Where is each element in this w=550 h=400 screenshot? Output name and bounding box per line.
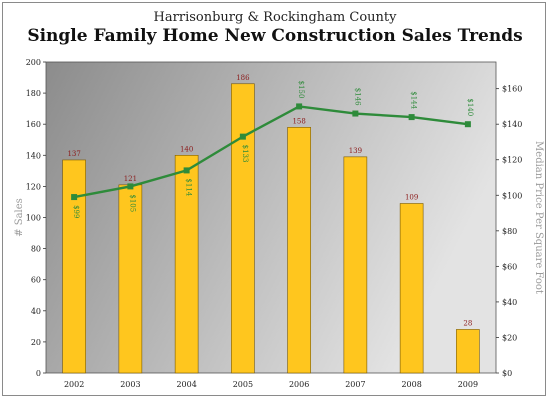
y-tick-label-left: 0 [36,369,41,378]
x-tick-label: 2009 [458,380,478,389]
y-tick-label-left: 80 [31,245,41,254]
line-data-label: $114 [185,178,193,196]
y-tick-label-right: $20 [502,333,517,342]
y-tick-label-left: 140 [26,151,41,160]
x-tick-label: 2008 [401,380,421,389]
y-tick-label-left: 160 [26,120,41,129]
bar [343,156,368,374]
line-marker [464,121,471,128]
x-tick-label: 2003 [120,380,140,389]
line-marker [408,114,415,121]
bar-data-label: 139 [349,147,362,155]
bar [62,159,86,374]
bar-data-label: 121 [124,175,137,183]
y-tick-label-left: 200 [26,58,41,67]
line-data-label: $133 [241,145,249,163]
x-tick-label: 2002 [64,380,84,389]
bar [287,127,311,374]
chart-title: Single Family Home New Construction Sale… [27,26,523,46]
chart-supertitle: Harrisonburg & Rockingham County [153,10,397,25]
y-axis-title-left: # Sales [14,198,25,237]
line-marker [352,110,359,117]
plot-area [45,61,497,374]
line-marker [239,133,246,140]
x-tick-label: 2007 [345,380,365,389]
line-data-label: $144 [410,91,418,109]
y-tick-label-right: $120 [502,156,522,165]
bar-data-label: 109 [405,194,418,202]
x-tick-label: 2006 [289,380,309,389]
x-tick-label: 2005 [233,380,253,389]
y-tick-label-right: $40 [502,298,517,307]
line-marker [127,183,134,190]
x-tick-label: 2004 [176,380,196,389]
y-tick-label-right: $160 [502,85,522,94]
y-axis-title-right: Median Price Per Square Foot [533,141,544,294]
bar-data-label: 140 [180,145,193,153]
line-marker [183,167,190,174]
y-tick-label-right: $60 [502,262,517,271]
bar-data-label: 28 [463,319,472,327]
line-marker [71,194,78,201]
bar-data-label: 186 [236,74,250,82]
line-marker [296,103,303,110]
y-tick-label-left: 20 [31,338,41,347]
bar [118,184,143,374]
y-tick-label-right: $80 [502,227,517,236]
line-data-label: $150 [297,81,305,99]
line-data-label: $146 [353,88,361,106]
price-line [73,105,469,199]
bar [231,83,255,374]
y-tick-label-left: 40 [31,307,41,316]
y-tick-label-left: 120 [26,182,41,191]
y-tick-label-right: $140 [502,120,522,129]
y-tick-label-right: $100 [502,191,522,200]
bar [174,155,199,374]
bar-data-label: 158 [292,117,305,125]
bar [456,329,480,374]
bar-data-label: 137 [67,150,80,158]
y-tick-label-left: 60 [31,276,41,285]
line-data-label: $140 [466,98,474,116]
line-data-label: $99 [72,205,80,218]
line-data-label: $105 [128,194,136,212]
y-tick-label-left: 100 [26,214,41,223]
bar [399,203,424,374]
y-tick-label-left: 180 [26,89,41,98]
y-tick-label-right: $0 [502,369,512,378]
